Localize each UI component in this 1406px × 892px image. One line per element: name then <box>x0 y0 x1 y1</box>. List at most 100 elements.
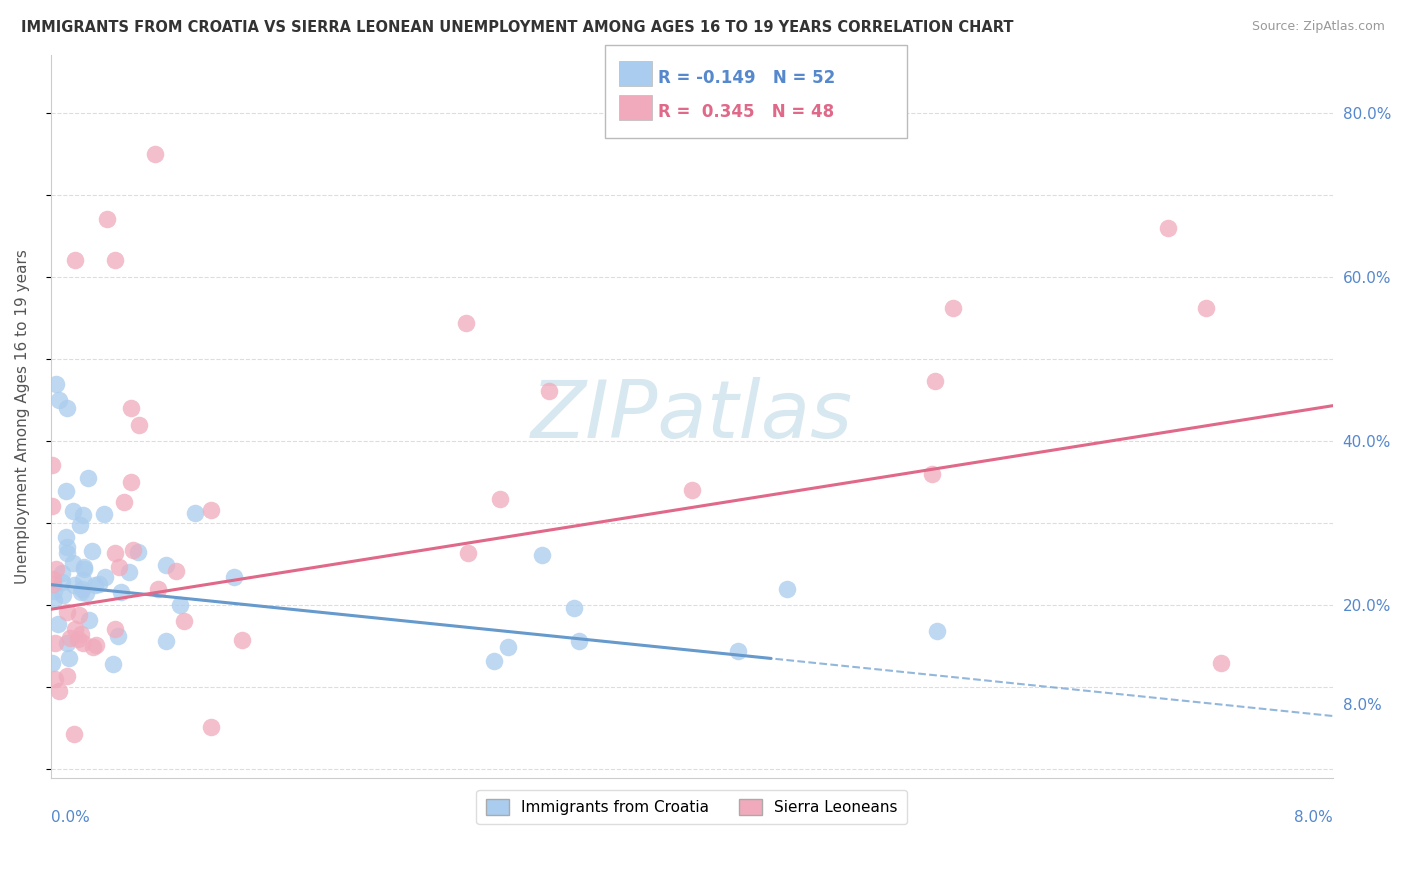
Point <box>62 503 84 517</box>
Point <box>122 543 145 558</box>
Point <box>1209 656 1232 670</box>
Text: IMMIGRANTS FROM CROATIA VS SIERRA LEONEAN UNEMPLOYMENT AMONG AGES 16 TO 19 YEARS: IMMIGRANTS FROM CROATIA VS SIERRA LEONEA… <box>21 20 1014 35</box>
Point <box>56 669 79 683</box>
Point <box>69 627 91 641</box>
Point <box>62 557 84 571</box>
Point <box>96 212 118 227</box>
Point <box>776 582 799 596</box>
Point <box>45 376 67 391</box>
Point <box>155 558 177 572</box>
Point <box>46 617 69 632</box>
Point <box>496 640 519 654</box>
Text: 0.0%: 0.0% <box>51 810 90 825</box>
Point <box>103 623 125 637</box>
Point <box>231 632 253 647</box>
Point <box>44 672 66 686</box>
Point <box>56 546 79 560</box>
Point <box>120 475 142 489</box>
Point <box>200 503 222 517</box>
Point <box>530 548 553 562</box>
Point <box>107 629 129 643</box>
Point <box>42 576 65 591</box>
Point <box>42 583 65 598</box>
Point <box>148 582 170 597</box>
Legend: Immigrants from Croatia, Sierra Leoneans: Immigrants from Croatia, Sierra Leoneans <box>477 789 907 824</box>
Text: R = -0.149   N = 52: R = -0.149 N = 52 <box>658 69 835 87</box>
Point <box>120 401 142 416</box>
Point <box>94 570 117 584</box>
Point <box>77 471 100 485</box>
Point <box>67 608 90 623</box>
Text: 8.0%: 8.0% <box>1294 810 1333 825</box>
Point <box>538 384 561 398</box>
Point <box>59 631 82 645</box>
Point <box>110 585 132 599</box>
Point <box>457 546 479 560</box>
Point <box>942 301 965 315</box>
Point <box>108 559 131 574</box>
Point <box>42 572 65 586</box>
Point <box>143 146 166 161</box>
Point <box>200 720 222 734</box>
Point <box>488 491 510 506</box>
Point <box>1195 301 1218 316</box>
Point <box>73 562 96 576</box>
Point <box>41 656 63 670</box>
Point <box>86 638 108 652</box>
Point <box>84 578 107 592</box>
Point <box>681 483 703 498</box>
Point <box>101 657 124 671</box>
Point <box>184 507 207 521</box>
Point <box>927 624 949 639</box>
Point <box>921 467 943 481</box>
Point <box>55 531 77 545</box>
Point <box>72 636 94 650</box>
Point <box>127 544 149 558</box>
Point <box>75 586 97 600</box>
Point <box>48 392 70 407</box>
Point <box>72 573 94 587</box>
Point <box>93 507 115 521</box>
Point <box>224 570 246 584</box>
Text: R =  0.345   N = 48: R = 0.345 N = 48 <box>658 103 834 120</box>
Text: ZIP​atlas: ZIP​atlas <box>530 377 853 455</box>
Point <box>165 564 187 578</box>
Point <box>454 316 477 330</box>
Point <box>69 518 91 533</box>
Point <box>80 543 103 558</box>
Point <box>44 593 66 607</box>
Point <box>482 654 505 668</box>
Point <box>63 577 86 591</box>
Point <box>118 566 141 580</box>
Point <box>72 508 94 522</box>
Point <box>58 651 80 665</box>
Point <box>55 606 77 620</box>
Point <box>173 614 195 628</box>
Point <box>87 577 110 591</box>
Point <box>65 622 87 636</box>
Point <box>51 566 73 580</box>
Point <box>104 253 127 268</box>
Point <box>70 585 93 599</box>
Point <box>104 546 127 560</box>
Point <box>70 582 93 596</box>
Point <box>55 484 77 499</box>
Point <box>77 613 100 627</box>
Point <box>41 499 63 513</box>
Point <box>924 374 946 388</box>
Point <box>41 458 63 472</box>
Point <box>727 644 749 658</box>
Point <box>112 494 135 508</box>
Point <box>67 632 90 647</box>
Text: Source: ZipAtlas.com: Source: ZipAtlas.com <box>1251 20 1385 33</box>
Point <box>62 727 84 741</box>
Point <box>155 634 177 648</box>
Point <box>63 253 86 268</box>
Point <box>562 600 585 615</box>
Point <box>56 541 79 555</box>
Point <box>82 640 104 655</box>
Point <box>51 574 73 589</box>
Point <box>73 560 96 574</box>
Point <box>45 562 67 576</box>
Point <box>56 401 79 416</box>
